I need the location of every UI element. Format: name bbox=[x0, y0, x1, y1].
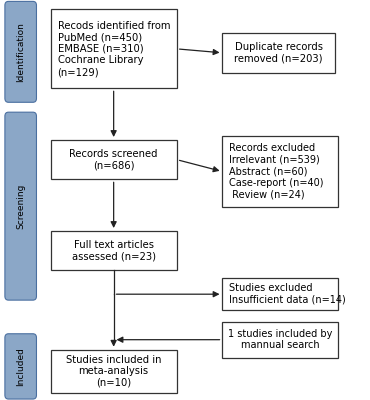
FancyBboxPatch shape bbox=[51, 9, 177, 88]
Text: Full text articles
assessed (n=23): Full text articles assessed (n=23) bbox=[72, 240, 156, 262]
Text: Records screened
(n=686): Records screened (n=686) bbox=[70, 149, 158, 170]
Text: Studies excluded
Insufficient data (n=14): Studies excluded Insufficient data (n=14… bbox=[229, 283, 346, 305]
Text: Identification: Identification bbox=[16, 22, 25, 82]
FancyBboxPatch shape bbox=[51, 350, 177, 393]
Text: Recods identified from
PubMed (n=450)
EMBASE (n=310)
Cochrane Library
(n=129): Recods identified from PubMed (n=450) EM… bbox=[57, 21, 170, 77]
Text: 1 studies included by
mannual search: 1 studies included by mannual search bbox=[228, 329, 333, 350]
FancyBboxPatch shape bbox=[222, 136, 338, 207]
Text: Screening: Screening bbox=[16, 184, 25, 229]
FancyBboxPatch shape bbox=[222, 322, 338, 358]
Text: Studies included in
meta-analysis
(n=10): Studies included in meta-analysis (n=10) bbox=[66, 355, 161, 388]
FancyBboxPatch shape bbox=[222, 33, 335, 73]
FancyBboxPatch shape bbox=[5, 112, 37, 300]
FancyBboxPatch shape bbox=[51, 140, 177, 180]
FancyBboxPatch shape bbox=[5, 334, 37, 399]
Text: Records excluded
Irrelevant (n=539)
Abstract (n=60)
Case-report (n=40)
 Review (: Records excluded Irrelevant (n=539) Abst… bbox=[229, 143, 324, 200]
FancyBboxPatch shape bbox=[5, 1, 37, 102]
FancyBboxPatch shape bbox=[51, 231, 177, 270]
Text: Included: Included bbox=[16, 347, 25, 386]
FancyBboxPatch shape bbox=[222, 278, 338, 310]
Text: Duplicate records
removed (n=203): Duplicate records removed (n=203) bbox=[234, 42, 323, 64]
